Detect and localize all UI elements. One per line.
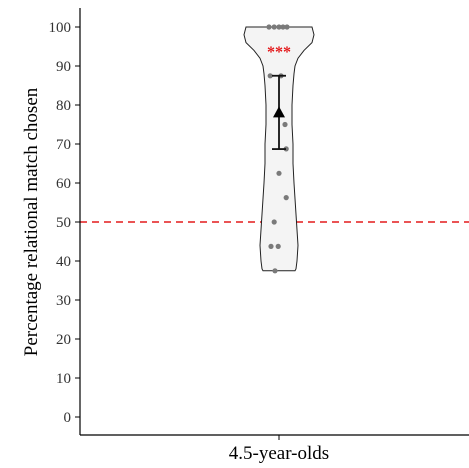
y-tick-label-50: 50: [56, 215, 71, 231]
data-point-3: [280, 24, 286, 30]
data-point-0: [266, 24, 272, 30]
y-tick-label-80: 80: [56, 98, 71, 114]
data-point-2: [276, 24, 282, 30]
y-tick-label-40: 40: [56, 254, 71, 270]
data-point-7: [282, 121, 288, 128]
data-points-group: [266, 24, 290, 274]
data-point-13: [275, 243, 281, 249]
x-category-label: 4.5-year-olds: [229, 443, 329, 464]
y-tick-label-20: 20: [56, 332, 71, 348]
data-point-11: [271, 219, 277, 225]
y-tick-label-60: 60: [56, 176, 71, 192]
mean-marker: [273, 106, 285, 118]
y-axis-title: Percentage relational match chosen: [21, 87, 42, 356]
data-point-1: [271, 24, 277, 30]
data-point-8: [283, 146, 289, 152]
significance-label: ***: [267, 44, 291, 61]
data-point-10: [283, 195, 289, 201]
data-point-5: [267, 73, 273, 79]
y-tick-label-0: 0: [64, 410, 72, 426]
y-tick-label-90: 90: [56, 59, 71, 75]
data-point-12: [268, 243, 274, 249]
y-tick-label-10: 10: [56, 371, 71, 387]
y-tick-label-70: 70: [56, 137, 71, 153]
axes-group: 0 10 20 30 40 50 60 70 80 90 100: [49, 8, 469, 440]
y-tick-label-100: 100: [49, 20, 72, 36]
data-point-14: [272, 268, 278, 274]
data-point-9: [276, 170, 282, 176]
data-point-4: [284, 24, 290, 30]
y-tick-label-30: 30: [56, 293, 71, 309]
error-bar-group: [272, 74, 286, 150]
